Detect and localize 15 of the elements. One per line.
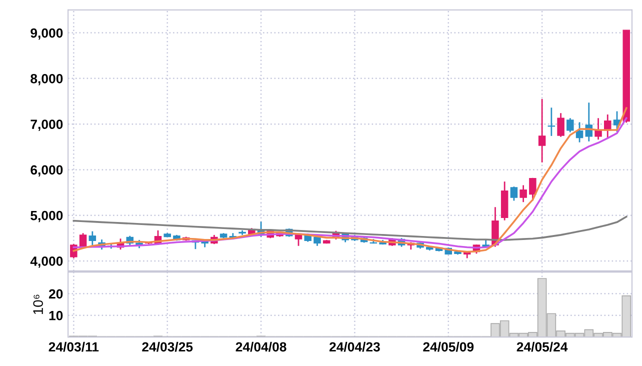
y-tick-label: 6,000	[30, 165, 63, 177]
y-tick-label: 9,000	[30, 28, 63, 40]
y-tick-label: 5,000	[30, 210, 63, 222]
y-axis-title: 10⁶	[33, 294, 43, 314]
x-tick-label: 24/04/08	[236, 342, 286, 352]
x-tick-label: 24/04/23	[329, 342, 380, 352]
y-tick-label: 4,000	[30, 256, 63, 268]
x-tick-label: 24/05/24	[516, 342, 568, 352]
y-tick-label: 7,000	[30, 120, 63, 131]
y-tick-label: 8,000	[30, 74, 63, 86]
y-tick-label: 10	[49, 310, 63, 320]
x-tick-label: 24/03/11	[48, 342, 99, 352]
x-tick-label: 24/03/25	[142, 342, 193, 352]
x-tick-label: 24/05/09	[423, 342, 474, 352]
y-tick-label: 20	[48, 289, 63, 299]
